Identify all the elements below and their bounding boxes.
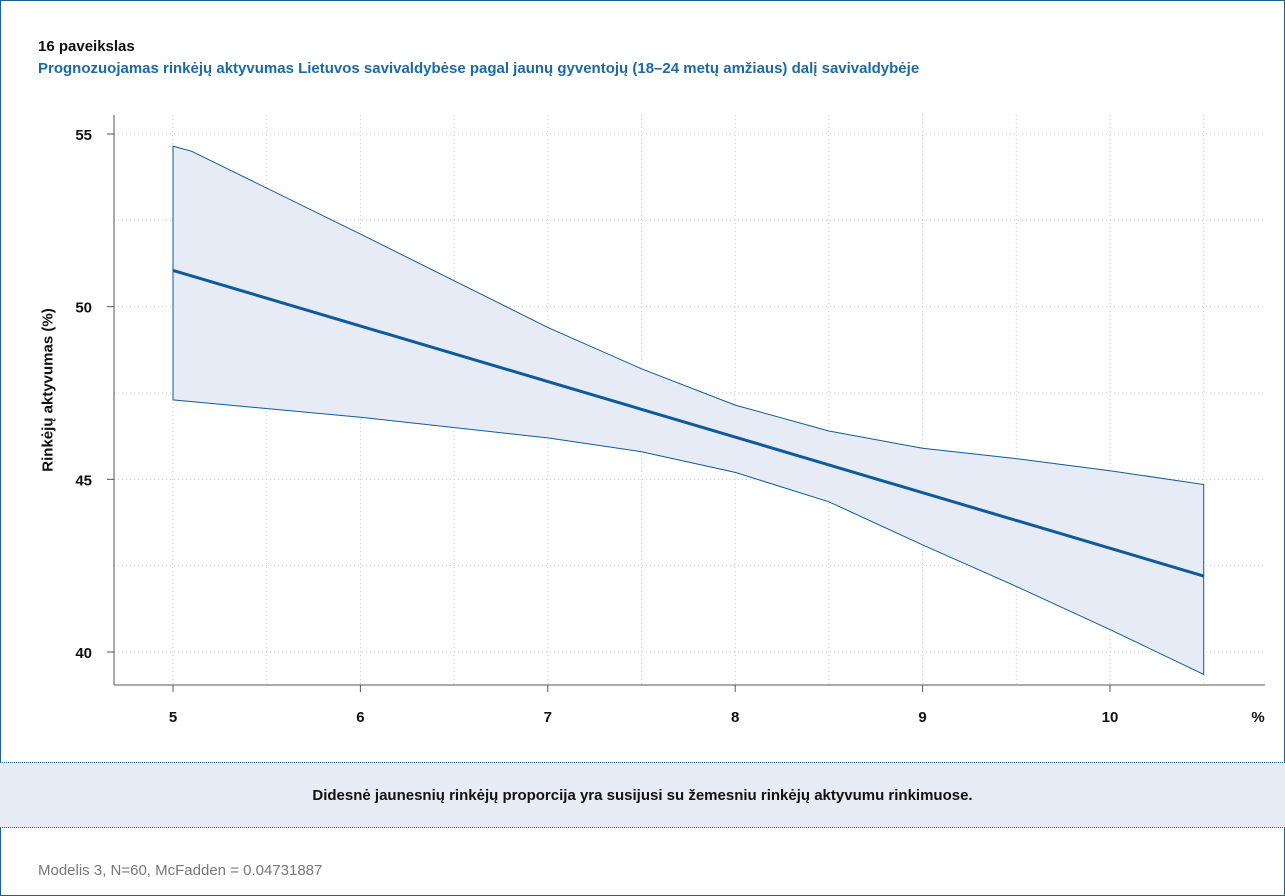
y-tick-label: 50 xyxy=(75,300,92,317)
x-tick-label: 10 xyxy=(1102,709,1119,726)
x-tick-label: 9 xyxy=(918,709,926,726)
tick-labels: 5 6 7 8 9 10 40 45 50 55% xyxy=(75,127,1264,726)
chart: 5 6 7 8 9 10 40 45 50 55% xyxy=(75,115,1265,726)
figure-label: 16 paveikslas xyxy=(38,38,135,55)
figure-title: Prognozuojamas rinkėjų aktyvumas Lietuvo… xyxy=(38,60,920,77)
y-tick-label: 55 xyxy=(75,127,92,144)
axes xyxy=(107,115,1265,692)
x-tick-label: 7 xyxy=(544,709,552,726)
x-tick-label: 8 xyxy=(731,709,739,726)
x-tick-label: 6 xyxy=(356,709,364,726)
summary-text: Didesnė jaunesnių rinkėjų proporcija yra… xyxy=(312,786,973,804)
x-axis-unit: % xyxy=(1251,709,1264,726)
footnote: Modelis 3, N=60, McFadden = 0.04731887 xyxy=(38,862,323,879)
summary-band: Didesnė jaunesnių rinkėjų proporcija yra… xyxy=(0,762,1285,828)
x-tick-label: 5 xyxy=(169,709,177,726)
prediction-line xyxy=(172,268,1205,578)
y-tick-label: 40 xyxy=(75,645,92,662)
y-tick-label: 45 xyxy=(75,472,92,489)
confidence-band xyxy=(172,145,1205,676)
y-axis-title: Rinkėjų aktyvumas (%) xyxy=(39,308,57,472)
